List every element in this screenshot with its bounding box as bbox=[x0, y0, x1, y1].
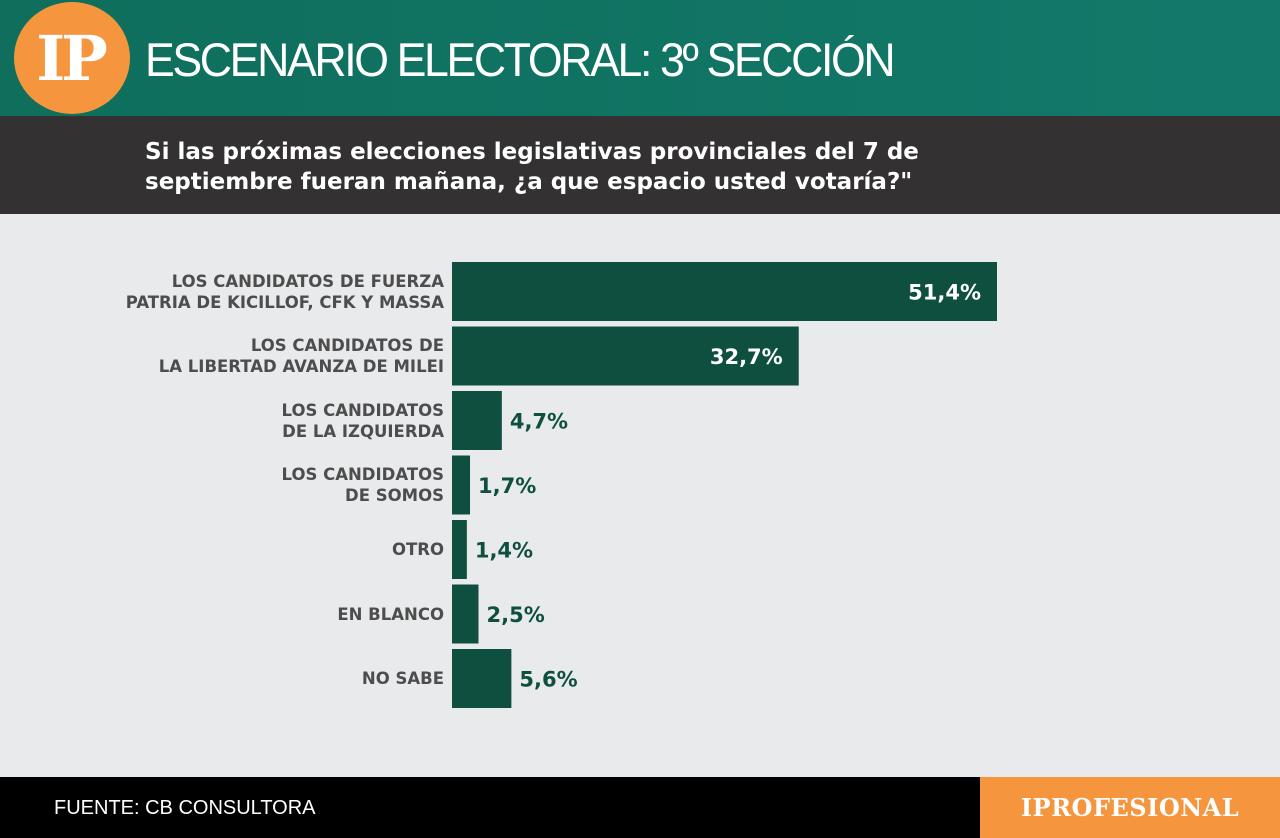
bar-6 bbox=[452, 649, 512, 708]
category-label-4: OTRO bbox=[391, 540, 444, 559]
ip-logo-text: IP bbox=[36, 21, 108, 95]
category-label-5: EN BLANCO bbox=[337, 604, 444, 624]
value-label-5: 2,5% bbox=[487, 603, 545, 627]
bar-2 bbox=[452, 391, 502, 450]
category-label-0: LOS CANDIDATOS DE FUERZA PATRIA DE KICIL… bbox=[125, 271, 444, 312]
value-label-4: 1,4% bbox=[475, 539, 533, 563]
source-note: FUENTE: CB CONSULTORA bbox=[54, 797, 316, 819]
bar-0 bbox=[452, 262, 997, 321]
category-label-6: NO SABE bbox=[361, 669, 444, 688]
category-label-2: LOS CANDIDATOS DE LA IZQUIERDA bbox=[281, 400, 444, 441]
iprofesional-brand: IPROFESIONAL bbox=[980, 777, 1280, 838]
value-label-6: 5,6% bbox=[519, 668, 577, 692]
value-label-3: 1,7% bbox=[478, 474, 536, 498]
question-band bbox=[0, 116, 1280, 214]
category-label-3: LOS CANDIDATOS DE SOMOS bbox=[281, 465, 444, 505]
bar-1 bbox=[452, 326, 799, 386]
ip-logo: IP bbox=[14, 2, 130, 114]
page-title: ESCENARIO ELECTORAL: 3º SECCIÓN bbox=[145, 33, 896, 86]
category-label-1: LOS CANDIDATOS DE LA LIBERTAD AVANZA DE … bbox=[158, 336, 444, 376]
brand-text: IPROFESIONAL bbox=[1020, 793, 1240, 822]
bar-4 bbox=[452, 520, 467, 579]
survey-question: Si las próximas elecciones legislativas … bbox=[145, 139, 919, 195]
bar-3 bbox=[452, 455, 471, 515]
value-label-2: 4,7% bbox=[510, 410, 568, 434]
value-label-0: 51,4% bbox=[908, 281, 981, 305]
header-band bbox=[0, 0, 1280, 116]
bar-5 bbox=[452, 584, 479, 644]
value-label-1: 32,7% bbox=[710, 345, 783, 369]
